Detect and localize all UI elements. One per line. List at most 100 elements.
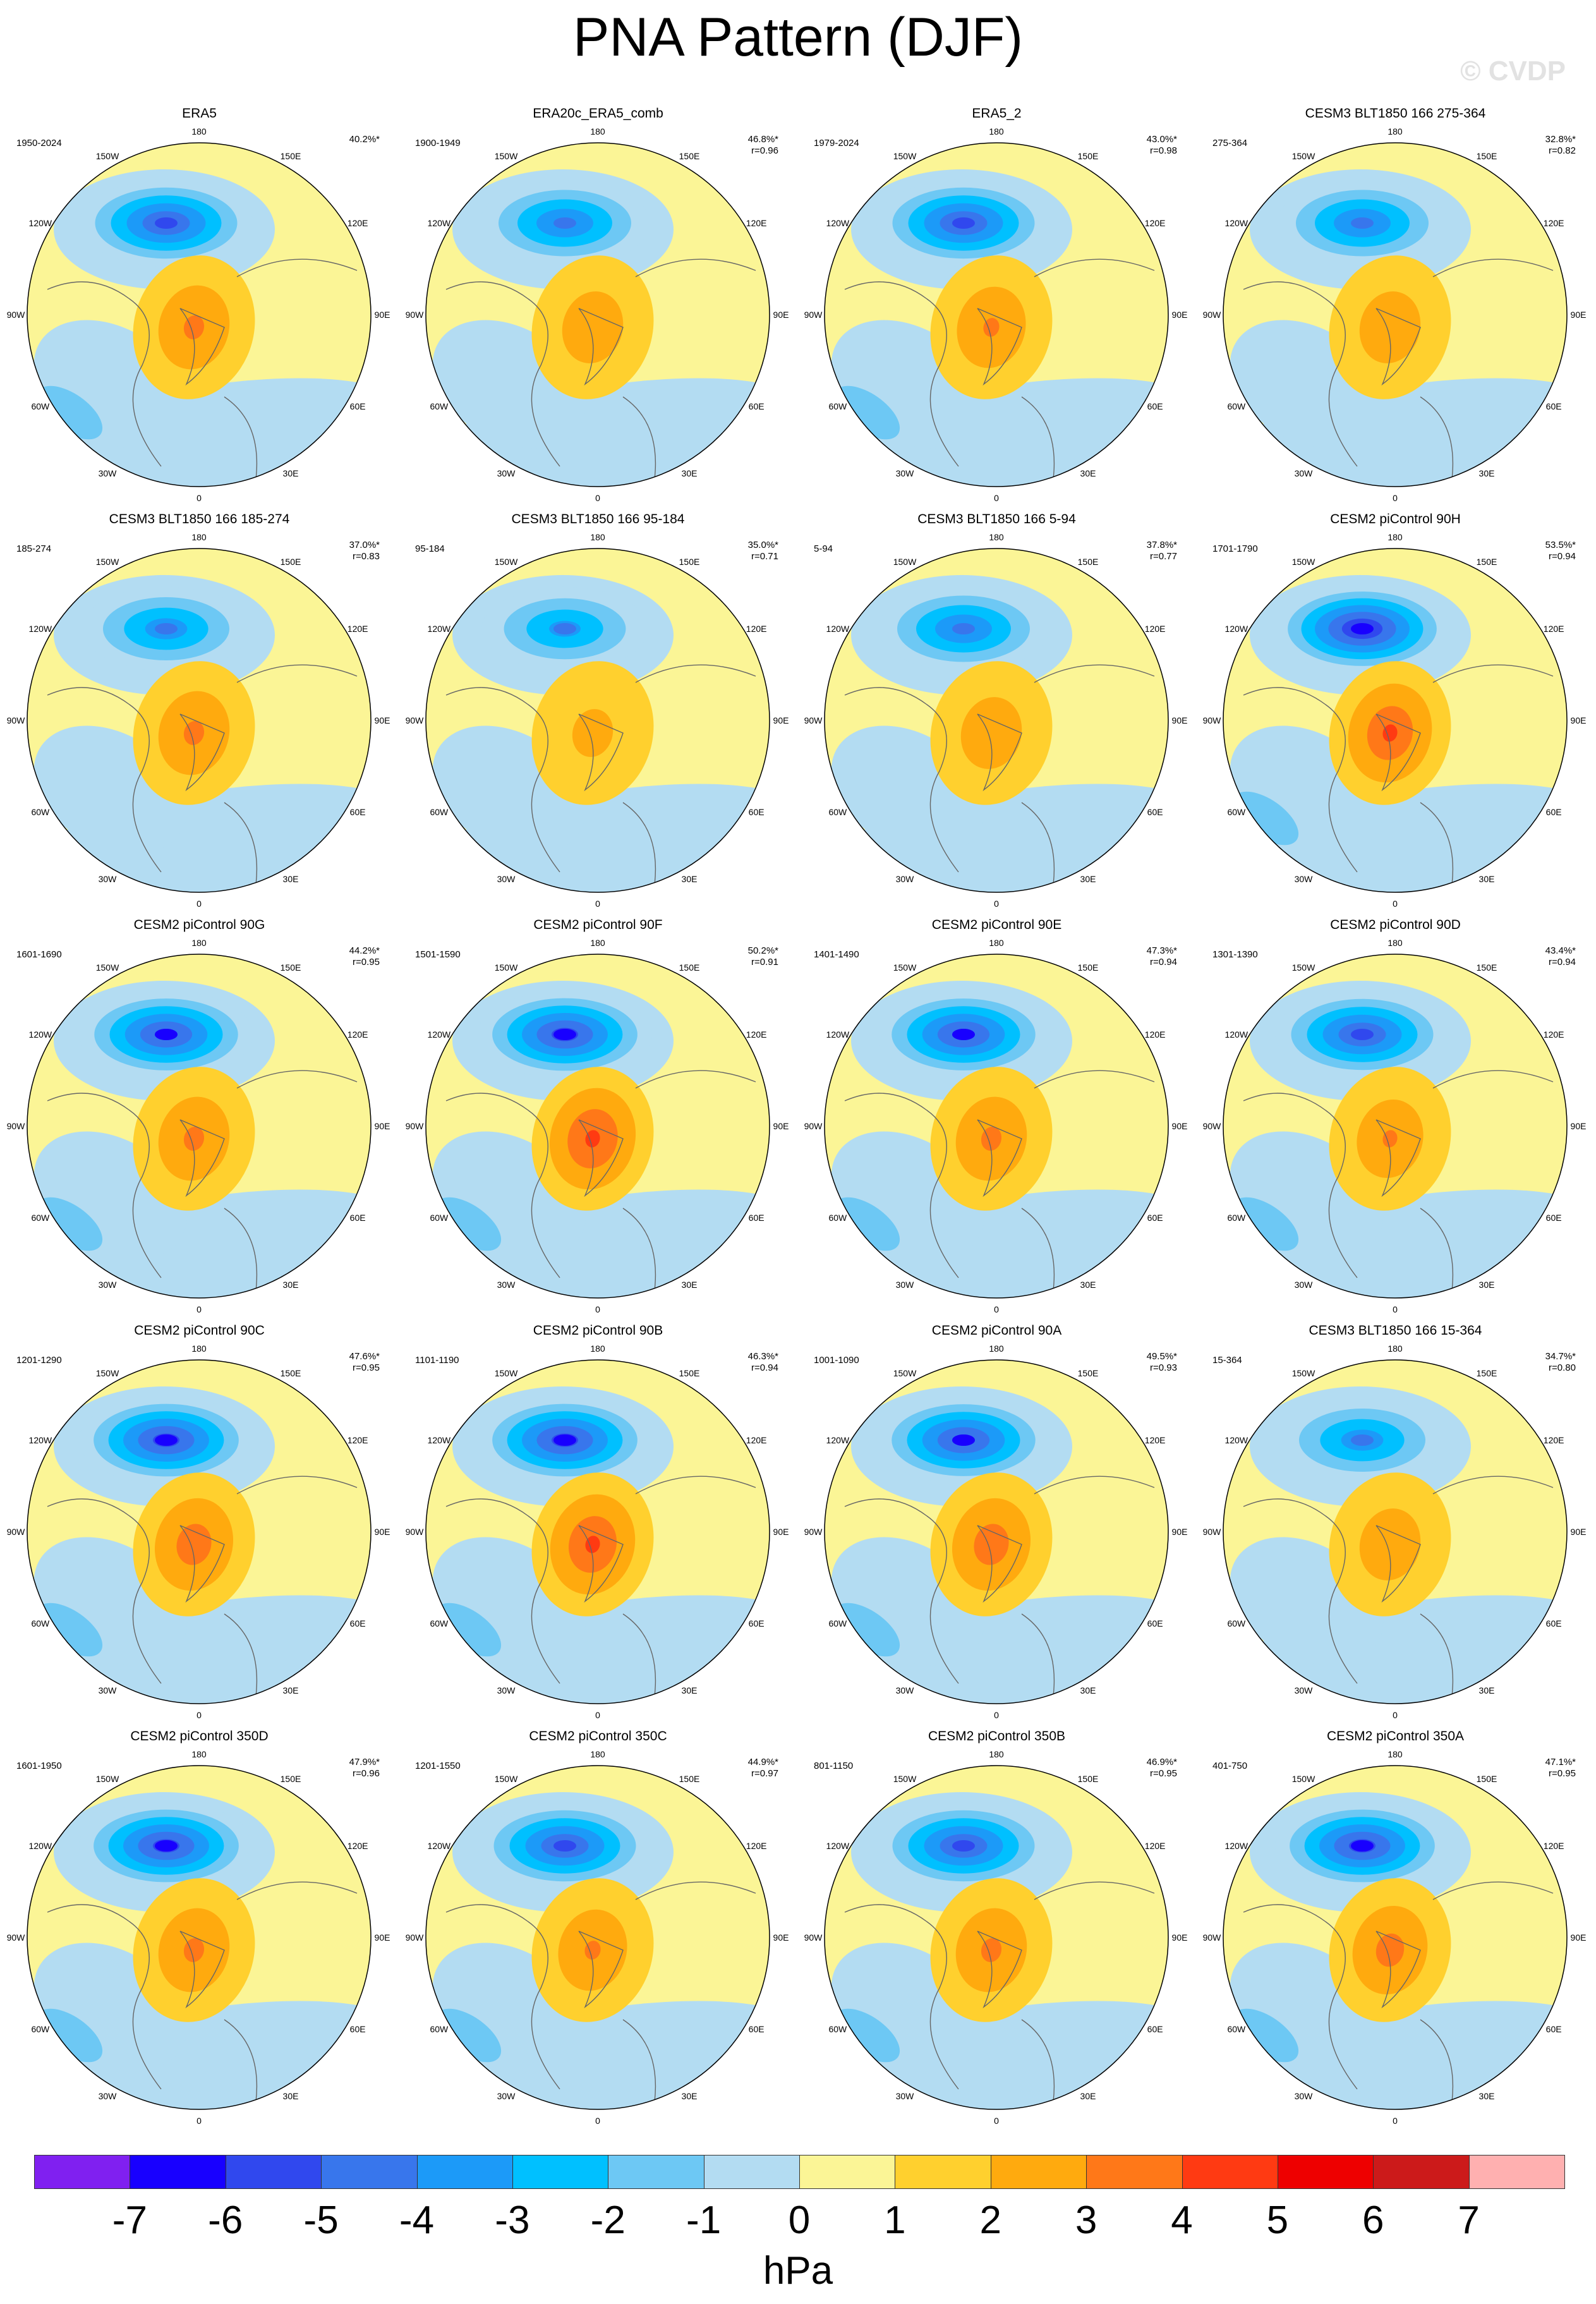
longitude-label: 30E [681,2091,698,2102]
panel-years: 15-364 [1212,1355,1242,1366]
longitude-label: 150W [95,962,119,973]
longitude-label: 150W [95,150,119,161]
longitude-label: 60W [430,1618,449,1628]
pacific-low-contour [952,217,975,229]
coastline [844,664,1155,885]
map-panel: ERA20c_ERA5_comb 1900-1949 46.8%* r=0.96 180… [399,106,797,511]
longitude-label: 150W [893,1367,917,1378]
panel-title: CESM3 BLT1850 166 15-364 [1309,1323,1482,1338]
longitude-label: 30W [1294,2091,1313,2102]
longitude-label: 150E [1077,150,1099,161]
polar-map [425,548,770,893]
subtropical-negative-anomaly [435,1197,502,1251]
longitude-label: 30E [1478,468,1495,479]
longitude-label: 30W [1294,874,1313,885]
longitude-label: 60E [1147,807,1163,817]
panel-pattern-correlation: r=0.94 [1549,957,1576,967]
colorbar-swatch [321,2155,418,2189]
map-panel: CESM3 BLT1850 166 185-274 185-274 37.0%* r=… [0,512,399,916]
longitude-label: 150W [893,962,917,973]
longitude-label: 60E [1147,2024,1163,2034]
longitude-label: 150E [1077,556,1099,567]
panel-variance-pct: 44.9%* [747,1757,778,1767]
panel-years: 1950-2024 [16,138,62,149]
panel-variance-pct: 35.0%* [747,540,778,550]
longitude-label: 30W [98,874,117,885]
polar-map [1223,1359,1568,1704]
panel-stats: 32.8%* r=0.82 [1545,134,1576,157]
map-boundary [824,142,1169,487]
colorbar-swatch [34,2155,131,2189]
longitude-label: 120W [826,218,850,228]
longitude-label: 90W [804,1932,823,1943]
longitude-label: 60E [748,1213,765,1223]
coastline [445,258,756,480]
longitude-label: 120W [826,1435,850,1445]
colorbar-tick-label: 4 [1171,2198,1193,2242]
longitude-label: 30W [98,1280,117,1290]
longitude-label: 180 [590,938,605,948]
panel-pattern-correlation: r=0.95 [353,957,380,967]
pacific-low-contour [1351,217,1374,229]
coastline [47,1881,358,2102]
subtropical-negative-anomaly [833,1197,900,1251]
panel-years: 1501-1590 [415,949,461,960]
longitude-label: 120E [1543,1435,1564,1445]
panel-pattern-correlation: r=0.80 [1549,1362,1576,1373]
panel-years: 1201-1290 [16,1355,62,1366]
longitude-label: 90W [6,310,25,320]
longitude-label: 30E [1080,874,1096,885]
longitude-label: 120E [746,218,767,228]
longitude-label: 90W [804,1121,823,1131]
longitude-label: 90W [804,715,823,725]
longitude-label: 30W [1294,1685,1313,1696]
map-panel: CESM2 piControl 350B 801-1150 46.9%* r=0.95… [797,1729,1196,2133]
panel-years: 1001-1090 [814,1355,859,1366]
longitude-label: 0 [595,2116,600,2126]
longitude-label: 90E [773,1932,789,1943]
colorbar-tick-label: 0 [788,2198,811,2242]
polar-map [824,1765,1169,2110]
colorbar-tick-label: -6 [208,2198,243,2242]
longitude-label: 0 [595,1304,600,1314]
map-boundary [824,548,1169,893]
pacific-low-contour [553,1029,576,1040]
longitude-label: 150E [679,1773,700,1784]
longitude-label: 120W [28,1435,52,1445]
longitude-label: 150E [280,962,301,973]
longitude-label: 60W [1227,2024,1246,2034]
longitude-label: 60W [31,807,50,817]
panel-years: 275-364 [1212,138,1248,149]
longitude-label: 0 [1393,899,1398,909]
arctic-high-contour [183,721,205,745]
arctic-high-contour [183,315,205,339]
panel-stats: 50.2%* r=0.91 [748,945,778,968]
arctic-high-contour [183,1127,205,1151]
panel-title: CESM2 piControl 350C [529,1729,667,1743]
coastline [1243,1881,1554,2102]
panel-title: CESM2 piControl 350A [1326,1729,1465,1743]
longitude-label: 0 [196,899,202,909]
longitude-label: 90W [1202,715,1221,725]
panel-stats: 44.2%* r=0.95 [349,945,380,968]
map-boundary [1223,142,1568,487]
longitude-label: 90W [405,1121,424,1131]
panel-title: ERA20c_ERA5_comb [533,106,663,121]
longitude-label: 30W [497,2091,516,2102]
subtropical-negative-anomaly [1232,791,1299,846]
longitude-label: 150W [95,1773,119,1784]
longitude-label: 150E [280,150,301,161]
longitude-label: 0 [196,2116,202,2126]
longitude-label: 150E [1476,1773,1497,1784]
colorbar-swatch [895,2155,991,2189]
colorbar-swatch [130,2155,226,2189]
map-boundary [27,1765,372,2110]
longitude-label: 60W [31,2024,50,2034]
longitude-label: 60E [1545,1213,1562,1223]
longitude-label: 150E [280,1367,301,1378]
longitude-label: 60E [1147,401,1163,411]
longitude-label: 120W [28,1841,52,1851]
panel-variance-pct: 53.5%* [1545,540,1576,550]
map-boundary [1223,548,1568,893]
panel-variance-pct: 40.2%* [349,134,380,145]
